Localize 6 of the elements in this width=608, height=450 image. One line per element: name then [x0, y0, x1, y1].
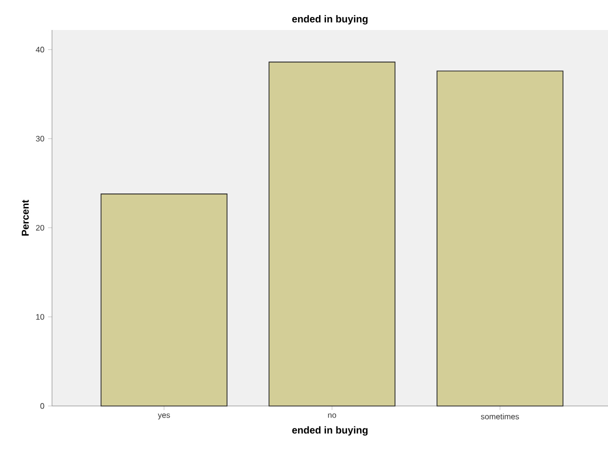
bar: [268, 62, 396, 406]
bar: [436, 70, 564, 406]
y-axis-title: Percent: [22, 200, 29, 236]
chart-title: ended in buying: [292, 15, 368, 24]
x-axis-title: ended in buying: [292, 426, 368, 436]
bar: [100, 194, 228, 406]
